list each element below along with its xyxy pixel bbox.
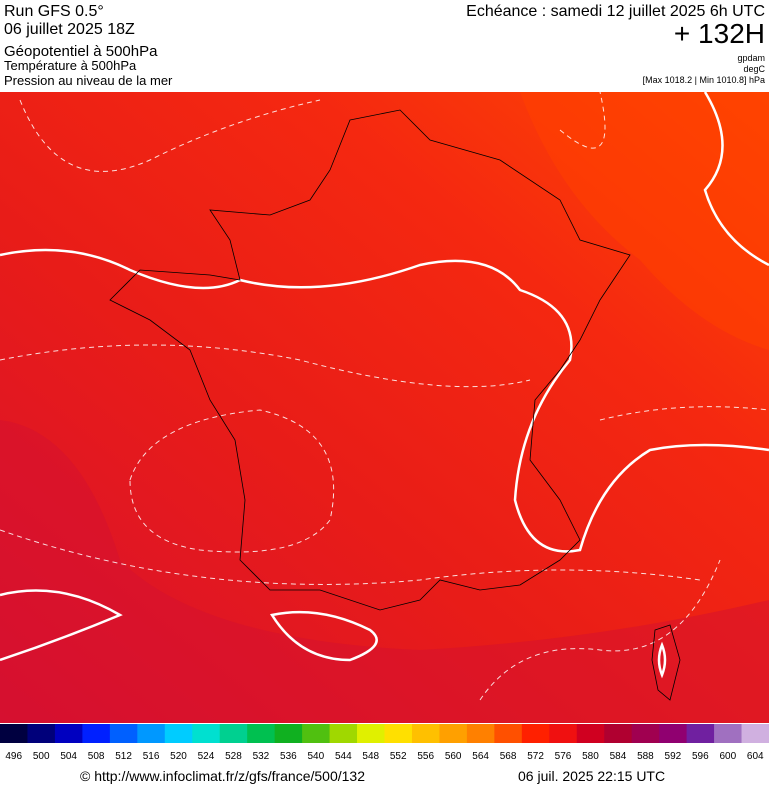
scale-label: 508 [88, 751, 105, 762]
coastline [109, 109, 631, 611]
scale-label: 596 [692, 751, 709, 762]
scale-label: 496 [5, 751, 22, 762]
color-swatch [521, 724, 550, 743]
cool-zone [0, 420, 769, 723]
isotherm [0, 344, 531, 388]
scale-label: 600 [719, 751, 736, 762]
color-swatch [604, 724, 633, 743]
scale-label: 512 [115, 751, 132, 762]
valid-time: Echéance : samedi 12 juillet 2025 6h UTC [466, 3, 765, 20]
scale-label: 504 [60, 751, 77, 762]
map [0, 91, 769, 723]
scale-label: 528 [225, 751, 242, 762]
color-swatch [109, 724, 138, 743]
color-swatch [329, 724, 358, 743]
scale-label: 548 [362, 751, 379, 762]
lead-time: + 132H [674, 18, 765, 49]
color-swatch [247, 724, 276, 743]
scale-label: 536 [280, 751, 297, 762]
isobar [0, 589, 123, 662]
isobar [703, 91, 769, 267]
color-swatch [631, 724, 660, 743]
pressure-range: [Max 1018.2 | Min 1010.8] hPa [643, 75, 765, 85]
color-swatch [411, 724, 440, 743]
color-swatch [164, 724, 193, 743]
isotherm [599, 406, 769, 421]
color-swatch [82, 724, 111, 743]
scale-label: 592 [665, 751, 682, 762]
scale-label: 544 [335, 751, 352, 762]
isotherm [129, 409, 335, 553]
color-swatch [659, 724, 688, 743]
timestamp: 06 juil. 2025 22:15 UTC [518, 768, 665, 784]
color-swatch [494, 724, 523, 743]
scale-label: 604 [747, 751, 764, 762]
isotherms [0, 91, 769, 701]
isotherm [479, 559, 721, 701]
scale-label: 524 [198, 751, 215, 762]
scale-label: 576 [555, 751, 572, 762]
run-date: 06 juillet 2025 18Z [4, 21, 135, 38]
unit-label: degC [743, 64, 765, 74]
color-swatch [27, 724, 56, 743]
color-swatch [357, 724, 385, 743]
field-subtitle: Température à 500hPa [4, 58, 137, 73]
color-swatch [549, 724, 578, 743]
run-title: Run GFS 0.5° [4, 3, 104, 20]
color-swatch [137, 724, 166, 743]
color-swatch [0, 724, 28, 743]
scale-label: 572 [527, 751, 544, 762]
scale-label: 568 [500, 751, 517, 762]
color-swatch [466, 724, 495, 743]
scale-label: 588 [637, 751, 654, 762]
warm-zone [520, 92, 769, 350]
field-subtitle: Pression au niveau de la mer [4, 73, 173, 88]
scale-label: 540 [307, 751, 324, 762]
color-swatch [192, 724, 221, 743]
color-swatch [54, 724, 83, 743]
color-scale: 496 500 504 508 512 516 520 524 528 532 536 540 544 5… [0, 724, 769, 762]
color-swatch [274, 724, 303, 743]
scale-label: 564 [472, 751, 489, 762]
scale-label: 500 [33, 751, 50, 762]
isobar [657, 641, 667, 679]
isobar [0, 248, 769, 553]
field-title: Géopotentiel à 500hPa [4, 43, 158, 60]
source-url: © http://www.infoclimat.fr/z/gfs/france/… [80, 768, 365, 784]
scale-label: 580 [582, 751, 599, 762]
color-swatch [219, 724, 248, 743]
color-swatch [384, 724, 413, 743]
isobars [0, 91, 769, 679]
unit-label: gpdam [737, 53, 765, 63]
color-swatch [302, 724, 331, 743]
scale-label: 516 [143, 751, 160, 762]
scale-label: 560 [445, 751, 462, 762]
isotherm [19, 99, 321, 172]
scale-label: 520 [170, 751, 187, 762]
color-swatch [439, 724, 468, 743]
scale-label: 556 [417, 751, 434, 762]
isotherm [0, 529, 701, 585]
color-swatch [714, 724, 743, 743]
color-swatch [576, 724, 605, 743]
corsica-outline [651, 624, 681, 701]
scale-label: 584 [610, 751, 627, 762]
isobar [269, 610, 378, 662]
isotherm [559, 91, 606, 149]
scale-label: 552 [390, 751, 407, 762]
color-swatch [686, 724, 715, 743]
scale-label: 532 [253, 751, 270, 762]
color-swatch [741, 724, 769, 743]
